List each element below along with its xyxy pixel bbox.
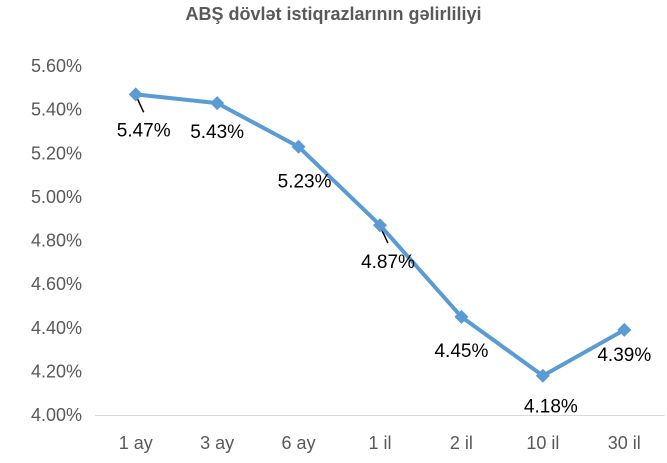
- leader-lines: [136, 97, 389, 244]
- data-label: 4.39%: [597, 345, 651, 366]
- data-label-leader-line: [136, 97, 145, 113]
- y-tick-label: 5.00%: [31, 187, 82, 207]
- x-tick-label: 3 ay: [200, 433, 234, 453]
- series-markers: [128, 87, 632, 383]
- x-tick-label: 1 il: [368, 433, 391, 453]
- data-label: 5.23%: [278, 172, 332, 193]
- data-point-marker: [454, 309, 469, 324]
- data-label: 4.45%: [434, 341, 488, 362]
- x-tick-label: 1 ay: [119, 433, 153, 453]
- data-point-marker: [535, 368, 550, 383]
- y-tick-label: 4.20%: [31, 361, 82, 381]
- y-tick-label: 5.40%: [31, 100, 82, 120]
- data-point-marker: [128, 87, 143, 102]
- data-point-marker: [291, 139, 306, 154]
- chart-title: ABŞ dövlət istiqrazlarının gəlirliliyi: [185, 4, 482, 24]
- data-label: 4.87%: [361, 252, 415, 273]
- y-tick-label: 4.60%: [31, 274, 82, 294]
- data-point-marker: [210, 96, 225, 111]
- y-axis-ticks: 4.00% 4.20% 4.40% 4.60% 4.80% 5.00% 5.20% 5.40%…: [31, 56, 82, 425]
- x-tick-label: 30 il: [608, 433, 641, 453]
- data-label-leader-line: [380, 227, 389, 244]
- data-point-marker: [617, 322, 632, 337]
- data-label: 5.47%: [117, 120, 171, 141]
- x-tick-label: 6 ay: [282, 433, 316, 453]
- data-label: 5.43%: [190, 122, 244, 143]
- y-tick-label: 5.60%: [31, 56, 82, 76]
- x-tick-label: 2 il: [450, 433, 473, 453]
- x-axis-ticks: 1 ay 3 ay 6 ay 1 il 2 il 10 il 30 il: [119, 433, 641, 453]
- y-tick-label: 4.40%: [31, 318, 82, 338]
- data-labels: 5.47% 5.43% 5.23% 4.87% 4.45% 4.18% 4.39%: [117, 120, 652, 417]
- y-tick-label: 5.20%: [31, 143, 82, 163]
- data-point-marker: [373, 218, 387, 233]
- y-tick-label: 4.80%: [31, 231, 82, 251]
- x-tick-label: 10 il: [526, 433, 559, 453]
- y-tick-label: 4.00%: [31, 405, 82, 425]
- data-label: 4.18%: [524, 397, 578, 418]
